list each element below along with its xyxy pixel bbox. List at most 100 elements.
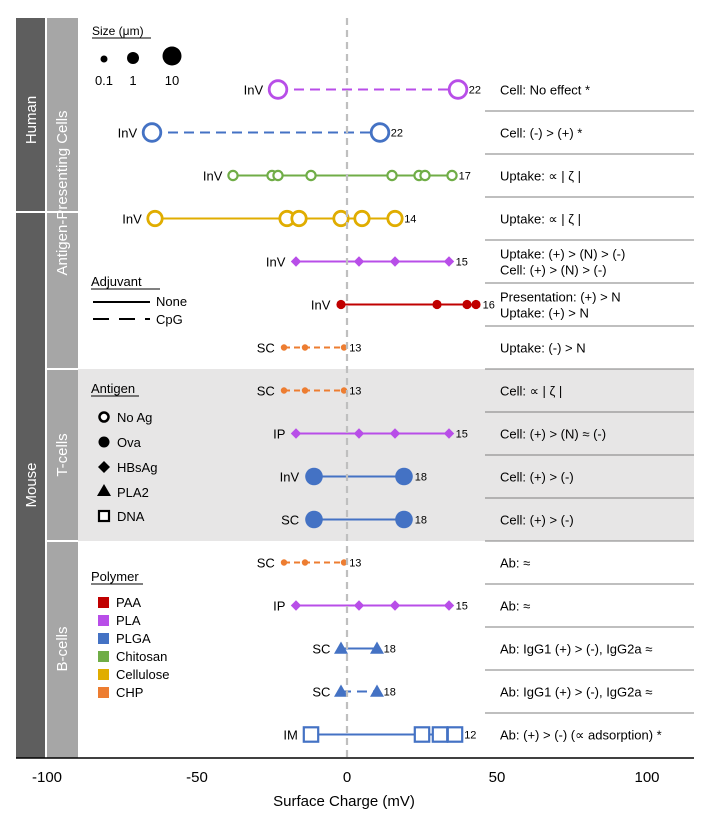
legend-adjuvant-label-cpg: CpG xyxy=(156,312,183,327)
route-label: InV xyxy=(244,83,264,98)
legend-polymer-label-cellulose: Cellulose xyxy=(116,667,169,682)
data-point xyxy=(386,169,398,182)
route-label: InV xyxy=(122,212,142,227)
legend-adjuvant: Adjuvant None CpG xyxy=(91,274,187,327)
route-label: SC xyxy=(281,513,299,528)
data-point xyxy=(446,726,464,743)
data-point xyxy=(419,169,431,182)
data-point xyxy=(389,600,401,611)
legend-polymer-label-chitosan: Chitosan xyxy=(116,649,167,664)
legend-polymer-label-plga: PLGA xyxy=(116,631,151,646)
data-point xyxy=(334,641,348,654)
reference-label: 13 xyxy=(349,558,361,570)
data-row: InV 14 Uptake: ∝ | ζ | xyxy=(122,209,694,241)
data-point xyxy=(353,600,365,611)
data-point xyxy=(443,600,455,611)
reference-label: 15 xyxy=(456,257,468,269)
legend-polymer: Polymer PAA PLA PLGA Chitosan Cellulose … xyxy=(91,569,169,700)
x-tick-label: 50 xyxy=(489,769,506,786)
legend-antigen-label-pla2: PLA2 xyxy=(117,485,149,500)
finding-text: Uptake: (+) > (N) > (-) xyxy=(500,247,625,262)
reference-label: 15 xyxy=(456,429,468,441)
finding-text: Ab: ≈ xyxy=(500,556,530,571)
species-label-human: Human xyxy=(23,96,40,144)
data-point xyxy=(431,726,449,743)
route-label: InV xyxy=(203,169,223,184)
legend-antigen-label-hbsag: HBsAg xyxy=(117,460,157,475)
x-tick-label: -100 xyxy=(32,769,62,786)
finding-text: Ab: ≈ xyxy=(500,599,530,614)
data-row: SC 13 Cell: ∝ | ζ | xyxy=(257,384,694,413)
legend-polymer-label-chp: CHP xyxy=(116,685,143,700)
reference-label: 17 xyxy=(459,171,471,183)
legend-size-marker-large xyxy=(162,46,182,66)
finding-text: Uptake: (+) > N xyxy=(500,306,589,321)
celltype-bar-background xyxy=(46,18,78,758)
legend-size: Size (μm) 0.1 1 10 xyxy=(92,24,182,88)
legend-size-label-large: 10 xyxy=(165,73,179,88)
data-point xyxy=(340,559,348,566)
x-tick-labels: -100 -50 0 50 100 xyxy=(32,769,660,786)
legend-antigen-marker-no-ag xyxy=(98,411,110,423)
data-point xyxy=(413,726,431,743)
x-tick-label: 0 xyxy=(343,769,351,786)
legend-polymer-label-pla: PLA xyxy=(116,613,141,628)
data-point xyxy=(280,344,288,351)
data-row: SC 13 Uptake: (-) > N xyxy=(257,341,694,370)
finding-text: Cell: ∝ | ζ | xyxy=(500,384,562,399)
data-point xyxy=(302,726,320,743)
data-point xyxy=(369,122,391,143)
route-label: InV xyxy=(118,126,138,141)
legend-polymer-swatch-pla xyxy=(98,615,109,626)
data-row: InV 17 Uptake: ∝ | ζ | xyxy=(203,169,694,198)
data-point xyxy=(146,209,164,228)
data-point xyxy=(290,209,308,228)
finding-text: Ab: (+) > (-) (∝ adsorption) * xyxy=(500,728,662,743)
data-row: InV 22 Cell: (-) > (+) * xyxy=(118,122,694,155)
finding-text: Cell: (+) > (N) > (-) xyxy=(500,263,607,278)
reference-label: 22 xyxy=(391,128,403,140)
legend-antigen-label-no-ag: No Ag xyxy=(117,410,152,425)
data-point xyxy=(432,299,442,310)
data-point xyxy=(227,169,239,182)
species-bar-background xyxy=(16,18,46,758)
data-point xyxy=(305,169,317,182)
data-point xyxy=(395,467,413,486)
data-row: SC 18 Cell: (+) > (-) xyxy=(281,510,694,542)
data-point xyxy=(301,344,309,351)
data-point xyxy=(301,559,309,566)
route-label: InV xyxy=(266,255,286,270)
legend-size-title: Size (μm) xyxy=(92,24,144,38)
data-row: SC 18 Ab: IgG1 (+) > (-), IgG2a ≈ xyxy=(312,641,694,671)
finding-text: Ab: IgG1 (+) > (-), IgG2a ≈ xyxy=(500,642,652,657)
legend-antigen: Antigen No Ag Ova HBsAg PLA2 DNA xyxy=(91,381,157,524)
data-point xyxy=(443,428,455,439)
data-row: SC 18 Ab: IgG1 (+) > (-), IgG2a ≈ xyxy=(312,684,694,714)
route-label: InV xyxy=(311,298,331,313)
reference-label: 18 xyxy=(384,687,396,699)
data-point xyxy=(447,79,469,100)
data-point xyxy=(443,256,455,267)
finding-text: Cell: (+) > (N) ≈ (-) xyxy=(500,427,606,442)
data-point xyxy=(395,510,413,529)
data-point xyxy=(389,256,401,267)
finding-text: Presentation: (+) > N xyxy=(500,290,621,305)
data-point xyxy=(353,428,365,439)
legend-size-label-medium: 1 xyxy=(129,73,136,88)
data-point xyxy=(340,387,348,394)
finding-text: Cell: (+) > (-) xyxy=(500,513,574,528)
legend-polymer-swatch-chp xyxy=(98,687,109,698)
x-axis-title: Surface Charge (mV) xyxy=(273,793,415,810)
data-point xyxy=(471,299,481,310)
celltype-label-tcells: T-cells xyxy=(54,433,71,476)
rows-layer: InV 22 Cell: No effect * InV 22 Cell: (-) > (… xyxy=(118,79,694,743)
reference-label: 13 xyxy=(349,386,361,398)
reference-label: 12 xyxy=(464,730,476,742)
x-tick-label: -50 xyxy=(186,769,208,786)
data-row: InV 15 Uptake: (+) > (N) > (-)Cell: (+) > … xyxy=(266,247,694,284)
data-point xyxy=(462,299,472,310)
data-point xyxy=(280,559,288,566)
data-point xyxy=(301,387,309,394)
data-row: InV 18 Cell: (+) > (-) xyxy=(280,467,694,499)
